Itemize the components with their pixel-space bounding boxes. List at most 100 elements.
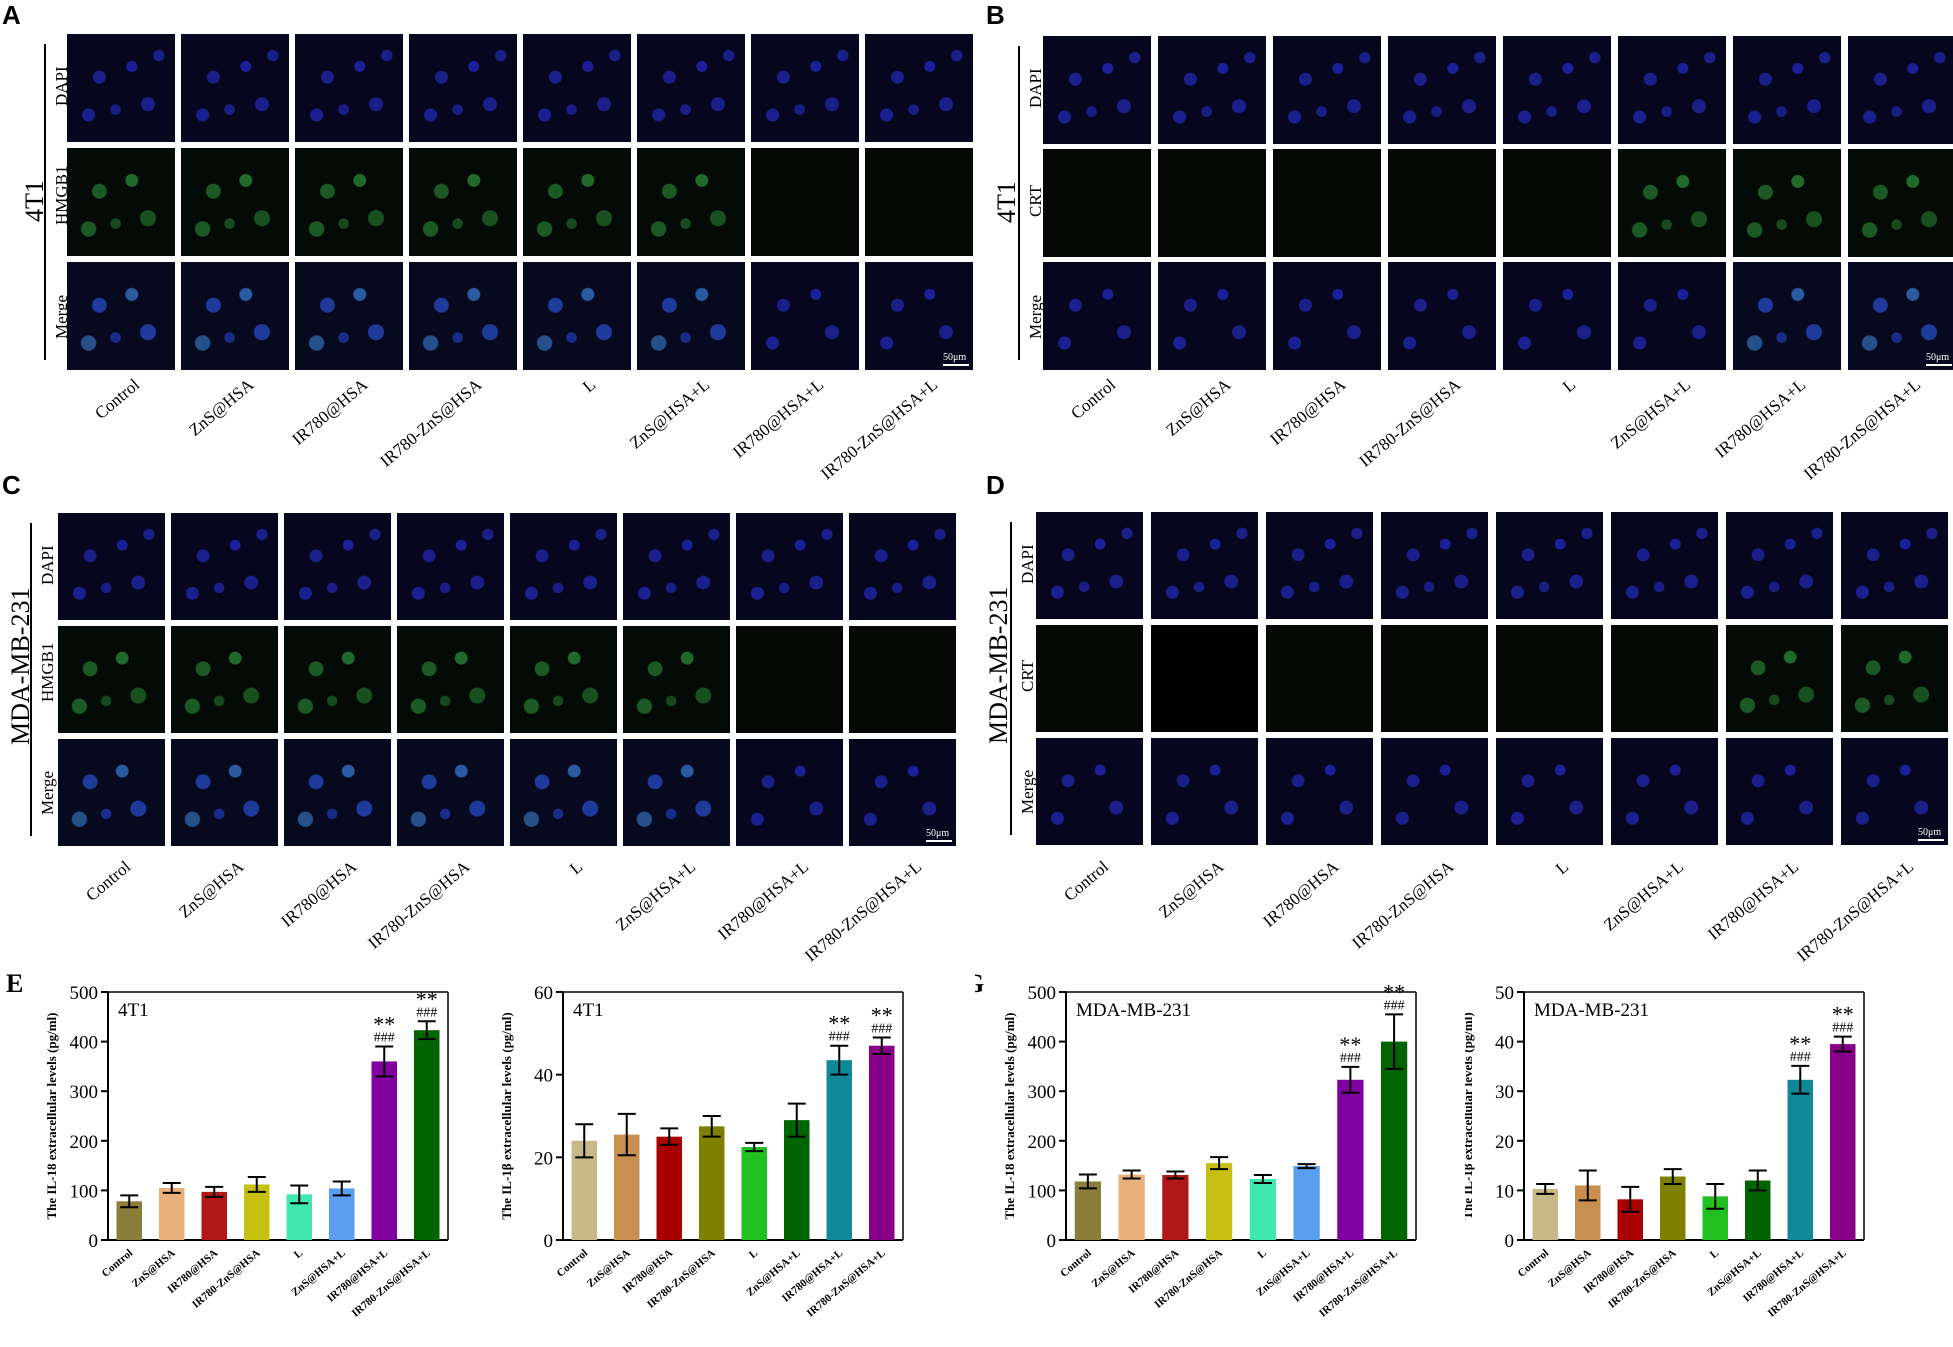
panel-letter-d: D — [986, 470, 1005, 500]
micrograph-merge-6 — [1611, 738, 1718, 845]
micrograph-merge-2 — [1151, 738, 1258, 845]
scale-bar — [1918, 839, 1944, 841]
micrograph-dapi-7 — [736, 513, 843, 620]
micrograph-merge-4 — [409, 262, 517, 370]
micrograph-dapi-1 — [67, 34, 175, 142]
micrograph-merge-3 — [295, 262, 403, 370]
micrograph-dapi-1 — [58, 513, 165, 620]
x-tick-label: L — [1255, 1247, 1268, 1261]
row-label: DAPI — [38, 544, 57, 585]
chart-letter: E — [6, 969, 23, 998]
row-label: HMGB1 — [38, 642, 57, 702]
x-tick-label: L — [1708, 1247, 1721, 1261]
chart-g: G 0 100 200 300 400 500 The IL-18 extracellular… — [975, 969, 1417, 1320]
row-label: Merge — [1018, 769, 1037, 814]
scale-bar-label: 50μm — [943, 352, 967, 363]
y-tick-label: 400 — [70, 1033, 99, 1054]
micrograph-crt-7 — [1733, 149, 1841, 257]
panel-letter-b: B — [986, 0, 1005, 30]
micrograph-dapi-3 — [284, 513, 391, 620]
micrograph-merge-2 — [1158, 262, 1266, 370]
micrograph-dapi-7 — [1726, 512, 1833, 619]
micrograph-hmgb1-2 — [181, 148, 289, 256]
micrograph-merge-8 — [1848, 262, 1953, 370]
scale-bar-label: 50μm — [1926, 352, 1950, 363]
micrograph-merge-7 — [1733, 262, 1841, 370]
micrograph-merge-1 — [67, 262, 175, 370]
micrograph-merge-7 — [751, 262, 859, 370]
micrograph-hmgb1-8 — [849, 626, 956, 733]
micrograph-hmgb1-4 — [409, 148, 517, 256]
significance-stars: ** — [416, 986, 438, 1011]
micrograph-crt-5 — [1503, 149, 1611, 257]
y-axis-label: The IL-1β extracellular levels (pg/ml) — [1465, 1012, 1475, 1219]
scale-bar-label: 50μm — [1918, 827, 1942, 838]
y-tick-label: 0 — [89, 1231, 99, 1252]
micrograph-dapi-5 — [523, 34, 631, 142]
micrograph-crt-3 — [1273, 149, 1381, 257]
chart-subtitle: MDA-MB-231 — [1534, 1000, 1649, 1021]
micrograph-dapi-2 — [1151, 512, 1258, 619]
bar — [826, 1060, 852, 1240]
micrograph-merge-8 — [1841, 738, 1948, 845]
y-tick-label: 60 — [534, 983, 553, 1004]
micrograph-hmgb1-6 — [637, 148, 745, 256]
micrograph-dapi-2 — [1158, 36, 1266, 144]
micrograph-merge-6 — [1618, 262, 1726, 370]
y-tick-label: 200 — [1028, 1132, 1057, 1153]
y-tick-label: 200 — [70, 1132, 99, 1153]
micrograph-dapi-8 — [1841, 512, 1948, 619]
row-label: CRT — [1018, 659, 1037, 692]
chart-subtitle: MDA-MB-231 — [1076, 1000, 1191, 1021]
chart-h: H01020304050The IL-1β extracellular leve… — [1465, 983, 1865, 1320]
bar — [371, 1061, 397, 1240]
bar — [1337, 1079, 1364, 1240]
micrograph-crt-3 — [1266, 625, 1373, 732]
chart-f: F0204060The IL-1β extracellular levels (… — [499, 983, 904, 1320]
significance-hash: ### — [416, 1005, 437, 1020]
micrograph-merge-3 — [284, 739, 391, 846]
micrograph-dapi-6 — [623, 513, 730, 620]
micrograph-dapi-8 — [849, 513, 956, 620]
micrograph-merge-5 — [1503, 262, 1611, 370]
micrograph-crt-2 — [1151, 625, 1258, 732]
bar — [699, 1126, 725, 1240]
micrograph-merge-4 — [397, 739, 504, 846]
significance-stars: ** — [373, 1012, 395, 1037]
significance-stars: ** — [828, 1011, 850, 1036]
bar — [244, 1184, 270, 1240]
bar — [1293, 1166, 1320, 1240]
micrograph-hmgb1-8 — [865, 148, 973, 256]
bar — [1074, 1181, 1101, 1240]
micrograph-hmgb1-7 — [736, 626, 843, 733]
micrograph-hmgb1-5 — [510, 626, 617, 733]
bar — [159, 1187, 185, 1240]
micrograph-dapi-3 — [1273, 36, 1381, 144]
micrograph-dapi-3 — [1266, 512, 1373, 619]
significance-stars: ** — [871, 1002, 893, 1027]
bar — [1787, 1079, 1813, 1240]
y-tick-label: 100 — [1028, 1181, 1057, 1202]
significance-stars: ** — [1832, 1002, 1854, 1027]
chart-e: E 0 100 200 300 400 500 The IL-18 extracellular… — [6, 969, 449, 1320]
micrograph-crt-6 — [1611, 625, 1718, 732]
micrograph-dapi-5 — [510, 513, 617, 620]
micrograph-merge-2 — [181, 262, 289, 370]
y-tick-label: 20 — [1495, 1132, 1514, 1153]
significance-hash: ### — [1384, 998, 1405, 1013]
x-tick-label: Control — [100, 1247, 136, 1280]
row-label: DAPI — [1018, 543, 1037, 584]
y-tick-label: 500 — [1028, 983, 1057, 1004]
bar — [201, 1191, 227, 1240]
x-tick-label: IR780-ZnS@HSA+L — [350, 1247, 433, 1319]
bar — [869, 1045, 895, 1240]
y-tick-label: 500 — [70, 983, 99, 1004]
micrograph-crt-2 — [1158, 149, 1266, 257]
bar — [1206, 1163, 1233, 1240]
micrograph-crt-5 — [1496, 625, 1603, 732]
micrograph-hmgb1-5 — [523, 148, 631, 256]
micrograph-merge-4 — [1381, 738, 1488, 845]
micrograph-dapi-8 — [1848, 36, 1953, 144]
bar — [1830, 1044, 1856, 1240]
x-tick-label: IR780-ZnS@HSA+L — [1766, 1247, 1849, 1319]
